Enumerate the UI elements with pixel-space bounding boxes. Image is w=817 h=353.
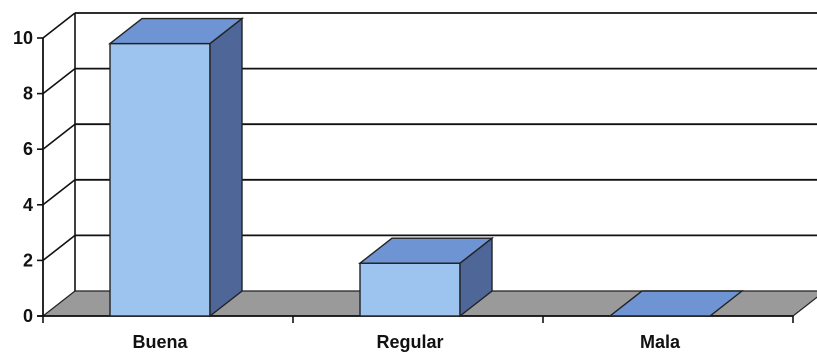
bar-side: [209, 17, 243, 318]
gridline-diagonal-8: [42, 67, 76, 95]
bar-front: [109, 42, 211, 317]
bar-regular: [357, 236, 495, 318]
x-category-label: Mala: [640, 332, 681, 352]
bar-top: [357, 237, 495, 264]
gridline-diagonal-6: [42, 123, 76, 150]
x-category-label: Buena: [132, 332, 188, 352]
bar-top: [107, 17, 245, 45]
chart-bars: [107, 17, 745, 318]
x-category-label: Regular: [376, 332, 443, 352]
chart-labels: 0 2 4 6 8 10 Buena Regular Mala: [13, 28, 681, 352]
gridline-diagonal-10: [42, 12, 76, 39]
bar-buena: [107, 17, 245, 318]
bar-front: [359, 262, 461, 317]
bar-top: [607, 290, 745, 317]
gridline-diagonal-4: [42, 179, 76, 206]
gridline-diagonal-2: [42, 234, 76, 262]
y-tick-label: 8: [23, 84, 33, 104]
y-tick-label: 0: [23, 306, 33, 326]
y-tick-label: 2: [23, 250, 33, 270]
y-tick-label: 6: [23, 139, 33, 159]
bar-mala: [607, 290, 745, 317]
y-tick-label: 10: [13, 28, 33, 48]
y-tick-label: 4: [23, 195, 33, 215]
